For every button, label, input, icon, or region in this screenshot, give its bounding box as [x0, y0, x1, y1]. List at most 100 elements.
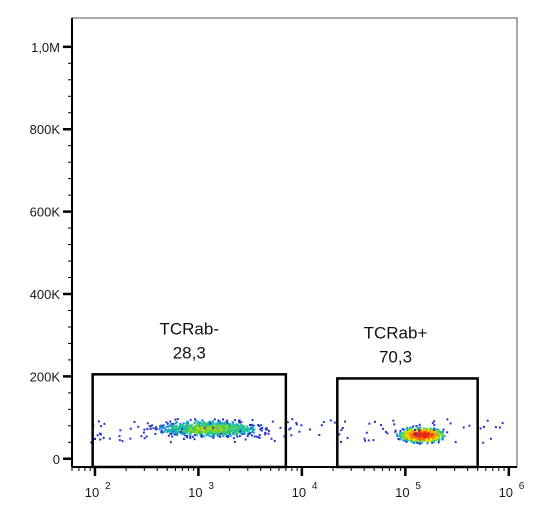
event-dot-0: [222, 435, 225, 438]
event-dot-sparse: [286, 421, 289, 424]
event-dot-sparse: [246, 435, 249, 438]
event-dot-1: [399, 431, 402, 434]
event-dot-1: [415, 425, 418, 427]
event-dot-sparse: [393, 423, 396, 426]
event-dot-0: [238, 424, 241, 427]
event-dot-0: [225, 422, 228, 425]
event-dot-sparse: [454, 441, 457, 444]
event-dot-1: [432, 436, 435, 439]
event-dot-1: [406, 433, 409, 436]
event-dot-0: [219, 428, 222, 431]
event-dot-0: [197, 421, 200, 424]
event-dot-sparse: [431, 422, 434, 425]
event-dot-1: [416, 430, 419, 433]
event-dot-1: [423, 438, 426, 441]
event-dot-sparse: [96, 434, 99, 437]
event-dot-0: [172, 428, 175, 431]
event-dot-1: [399, 429, 402, 432]
event-dot-1: [413, 434, 416, 437]
event-dot-0: [199, 427, 202, 430]
event-dot-1: [416, 438, 419, 441]
event-dot-0: [196, 428, 199, 431]
event-dot-sparse: [108, 437, 111, 440]
event-dot-1: [423, 436, 426, 438]
event-dot-0: [193, 425, 196, 428]
event-dot-sparse: [118, 439, 121, 442]
event-dot-0: [187, 426, 190, 429]
event-dot-1: [414, 438, 417, 441]
event-dot-1: [414, 432, 417, 434]
event-dot-0: [251, 429, 254, 432]
event-dot-0: [246, 430, 248, 433]
event-dot-0: [231, 425, 234, 428]
event-dot-1: [428, 429, 431, 432]
event-dot-sparse: [392, 419, 395, 422]
event-dot-0: [210, 430, 213, 433]
event-dot-1: [440, 433, 443, 435]
event-dot-0: [170, 422, 173, 425]
event-dot-1: [435, 433, 438, 436]
event-dot-0: [233, 424, 236, 427]
event-dot-sparse: [291, 418, 294, 421]
event-dot-sparse: [322, 421, 325, 423]
event-dot-0: [160, 431, 163, 433]
event-dot-1: [406, 428, 409, 431]
event-dot-sparse: [344, 420, 347, 423]
event-dot-0: [154, 426, 157, 429]
event-dot-0: [178, 424, 181, 427]
event-dot-0: [251, 431, 254, 433]
event-dot-1: [430, 431, 433, 434]
event-dot-sparse: [100, 433, 102, 436]
event-dot-0: [222, 423, 225, 426]
event-dot-0: [158, 428, 161, 431]
event-dot-1: [419, 431, 422, 434]
event-dot-0: [193, 426, 196, 429]
event-dot-0: [232, 429, 235, 432]
event-dot-0: [189, 432, 192, 435]
event-dot-0: [190, 424, 193, 427]
event-dot-0: [234, 419, 236, 422]
event-dot-sparse: [129, 427, 132, 430]
event-dot-1: [427, 429, 430, 432]
event-dot-1: [403, 432, 405, 435]
event-dot-1: [438, 435, 440, 437]
event-dot-sparse: [103, 422, 106, 425]
event-dot-0: [231, 429, 234, 432]
event-dot-0: [200, 435, 203, 438]
event-dot-0: [267, 432, 270, 435]
y-tick-label: 400K: [30, 287, 61, 302]
event-dot-0: [185, 423, 188, 426]
event-dot-0: [211, 423, 214, 426]
event-dot-0: [233, 429, 236, 432]
event-dot-0: [265, 427, 268, 430]
event-dot-0: [164, 428, 167, 431]
event-dot-0: [172, 431, 175, 434]
event-dot-1: [431, 441, 434, 444]
event-dot-0: [229, 423, 232, 426]
event-dot-0: [204, 425, 207, 428]
event-dot-1: [410, 436, 413, 439]
event-dot-0: [216, 422, 219, 425]
gate-1-percent: 70,3: [379, 347, 412, 366]
event-dot-0: [226, 431, 229, 434]
event-dot-0: [194, 431, 197, 434]
event-dot-0: [239, 432, 242, 434]
event-dot-1: [434, 437, 437, 440]
event-dot-1: [412, 436, 415, 439]
event-dot-sparse: [482, 425, 485, 428]
event-dot-1: [411, 430, 414, 433]
event-dot-sparse: [365, 431, 368, 434]
event-dot-0: [171, 424, 174, 427]
event-dot-1: [404, 434, 407, 437]
event-dot-1: [427, 437, 430, 440]
event-dot-0: [202, 430, 205, 433]
event-dot-0: [202, 424, 205, 427]
event-dot-sparse: [118, 435, 121, 438]
event-dot-0: [177, 430, 180, 433]
event-dot-1: [417, 436, 420, 439]
event-dot-0: [214, 432, 217, 435]
event-dot-0: [243, 429, 246, 432]
event-dot-0: [184, 433, 187, 435]
event-dot-0: [173, 427, 176, 430]
event-dot-0: [200, 430, 203, 433]
